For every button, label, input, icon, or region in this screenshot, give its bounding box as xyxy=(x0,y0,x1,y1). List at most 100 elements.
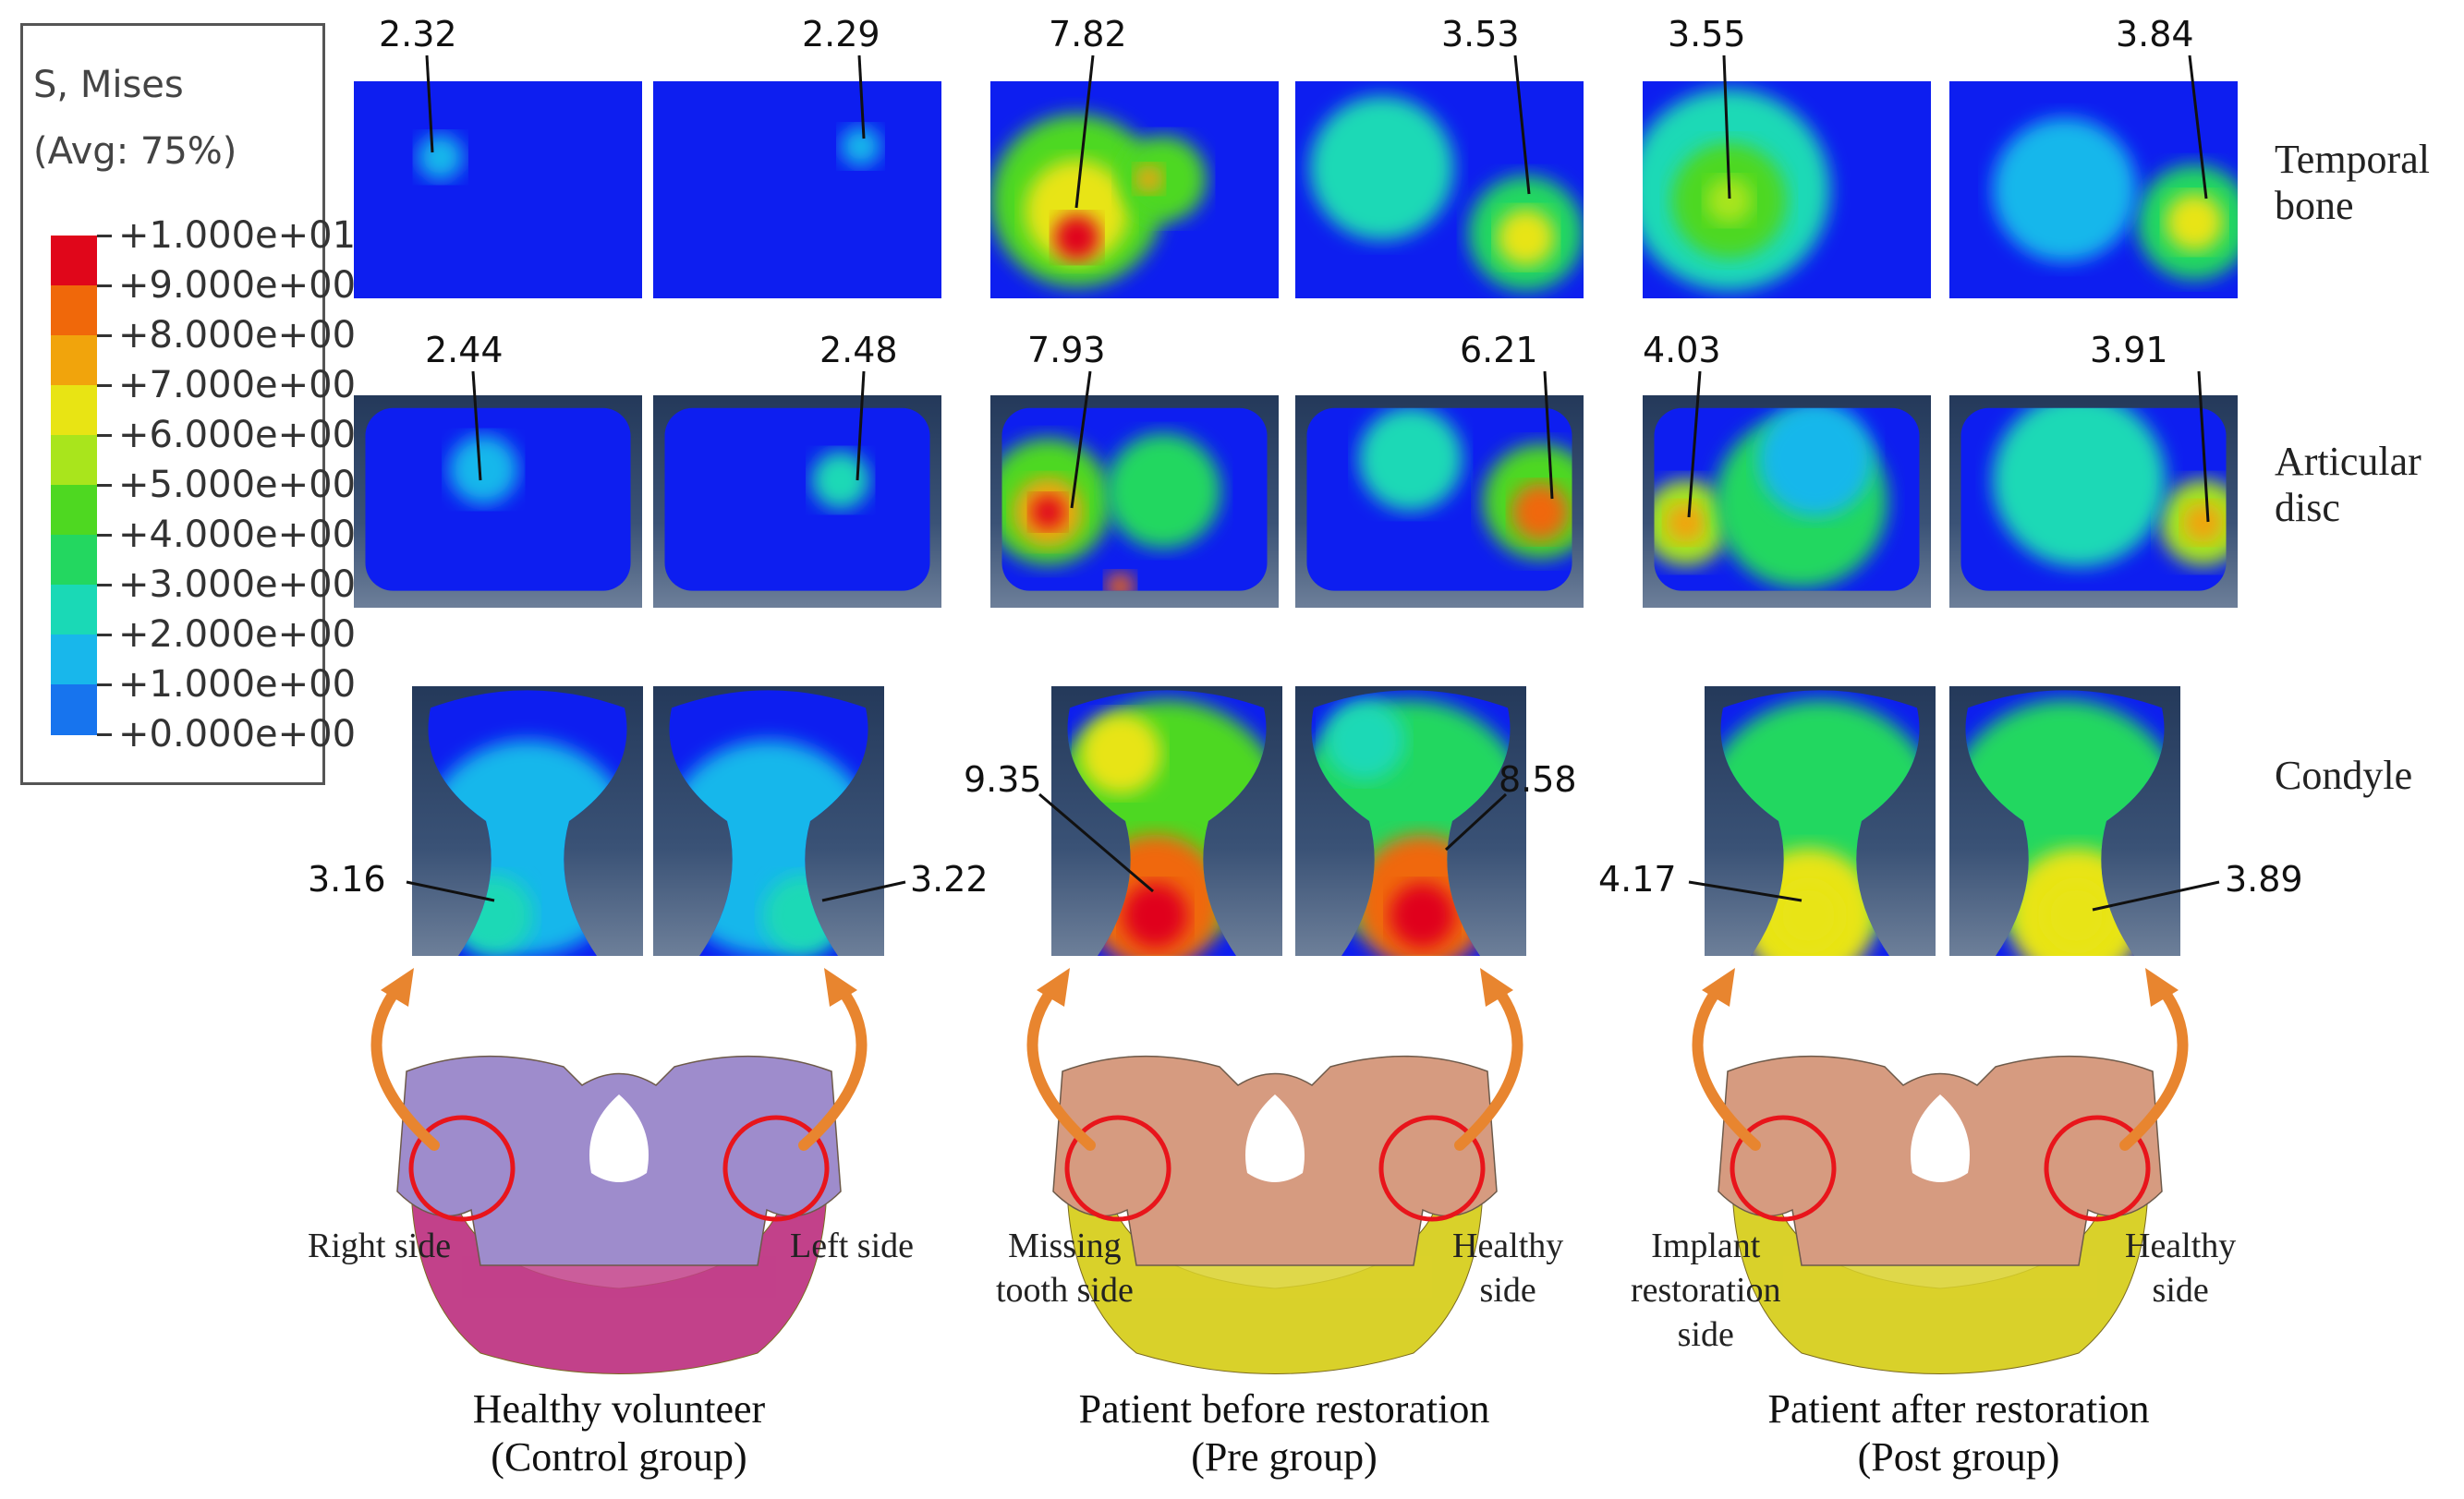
legend-tick xyxy=(97,534,112,537)
arrow-head-right xyxy=(381,968,414,1007)
side-label-missing-tooth: Missing tooth side xyxy=(996,1227,1134,1310)
value-temporal-control-left: 2.29 xyxy=(802,14,880,54)
value-condyle-post-healthy: 3.89 xyxy=(2225,859,2303,900)
leader-line xyxy=(1038,792,1154,893)
legend-tick xyxy=(97,733,112,736)
leader-line xyxy=(1074,54,1095,209)
legend-tick-label: +4.000e+00 xyxy=(118,514,357,556)
legend-swatch xyxy=(51,535,97,586)
value-disc-control-right: 2.44 xyxy=(425,330,504,370)
legend-avg: (Avg: 75%) xyxy=(33,130,237,173)
legend-tick xyxy=(97,284,112,287)
leader-line xyxy=(1543,370,1554,500)
value-condyle-pre-missing: 9.35 xyxy=(964,759,1042,800)
legend-swatch xyxy=(51,635,97,685)
leader-line xyxy=(1444,792,1508,852)
disc-panel xyxy=(354,395,642,608)
legend-tick-label: +1.000e+00 xyxy=(118,663,357,706)
value-temporal-post-healthy: 3.84 xyxy=(2116,14,2194,54)
value-condyle-control-left: 3.22 xyxy=(910,859,989,900)
arrow-curve-right xyxy=(370,983,440,1151)
leader-line xyxy=(2092,880,2220,912)
legend-title: S, Mises xyxy=(33,64,184,106)
arrow-head-right xyxy=(1702,968,1735,1007)
condyle-panel xyxy=(1705,686,1936,956)
temporal-panel xyxy=(990,81,1279,298)
temporal-panel xyxy=(1643,81,1931,298)
nasal-cavity xyxy=(1911,1094,1970,1182)
side-label-left: Left side xyxy=(790,1227,915,1265)
legend-swatch xyxy=(51,435,97,486)
legend-tick xyxy=(97,484,112,487)
tmj-circle-right xyxy=(408,1115,516,1222)
legend-tick-label: +1.000e+01 xyxy=(118,214,357,257)
leader-line xyxy=(2188,54,2208,199)
side-label-implant-restoration: Implant restoration side xyxy=(1631,1227,1781,1354)
leader-line xyxy=(406,880,495,902)
tmj-circle-left xyxy=(2044,1115,2151,1222)
row-label-temporal-bone: Temporal bone xyxy=(2275,137,2430,228)
legend-tick-label: +7.000e+00 xyxy=(118,364,357,406)
legend-tick-label: +0.000e+00 xyxy=(118,713,357,756)
leader-line xyxy=(821,880,906,902)
arrow-curve-right xyxy=(1026,983,1096,1151)
legend-tick xyxy=(97,334,112,337)
tmj-circle-left xyxy=(722,1115,830,1222)
legend-swatch xyxy=(51,236,97,286)
arrow-head-left xyxy=(1480,968,1513,1007)
condyle-panel xyxy=(1949,686,2180,956)
arrow-curve-left xyxy=(1454,983,1523,1151)
leader-line xyxy=(1687,370,1702,518)
leader-line xyxy=(425,54,434,153)
value-disc-post-healthy: 3.91 xyxy=(2090,330,2168,370)
leader-line xyxy=(1722,54,1731,199)
disc-panel xyxy=(1643,395,1931,608)
value-temporal-post-implant: 3.55 xyxy=(1668,14,1746,54)
value-condyle-control-right: 3.16 xyxy=(308,859,386,900)
side-label-pre-healthy: Healthy side xyxy=(1452,1227,1564,1310)
arrow-curve-right xyxy=(1692,983,1761,1151)
temporal-panel xyxy=(1949,81,2238,298)
legend-tick xyxy=(97,584,112,586)
legend-tick xyxy=(97,634,112,636)
value-temporal-pre-healthy: 3.53 xyxy=(1441,14,1520,54)
legend-tick xyxy=(97,384,112,387)
row-label-condyle: Condyle xyxy=(2275,753,2413,798)
disc-panel xyxy=(1949,395,2238,608)
value-condyle-pre-healthy: 8.58 xyxy=(1499,759,1577,800)
arrow-head-left xyxy=(2145,968,2179,1007)
tmj-circle-left xyxy=(1378,1115,1486,1222)
legend-tick-label: +6.000e+00 xyxy=(118,414,357,456)
legend-tick-label: +8.000e+00 xyxy=(118,314,357,357)
nasal-cavity xyxy=(589,1094,649,1182)
temporal-panel xyxy=(653,81,941,298)
legend-swatch xyxy=(51,585,97,635)
caption-control-group: Healthy volunteer (Control group) xyxy=(472,1386,766,1480)
nasal-cavity xyxy=(1245,1094,1305,1182)
disc-panel xyxy=(990,395,1279,608)
leader-line xyxy=(1070,370,1092,509)
leader-line xyxy=(471,370,482,481)
arrow-head-right xyxy=(1037,968,1070,1007)
legend-tick-label: +2.000e+00 xyxy=(118,613,357,656)
leader-line xyxy=(1513,54,1531,195)
legend-swatch xyxy=(51,485,97,536)
legend-swatch xyxy=(51,335,97,386)
value-temporal-pre-missing: 7.82 xyxy=(1049,14,1127,54)
legend-tick-label: +3.000e+00 xyxy=(118,563,357,606)
disc-panel xyxy=(653,395,941,608)
legend-tick-label: +9.000e+00 xyxy=(118,264,357,307)
legend-swatch xyxy=(51,285,97,336)
legend-tick xyxy=(97,683,112,686)
condyle-panel xyxy=(412,686,643,956)
value-disc-pre-healthy: 6.21 xyxy=(1460,330,1538,370)
arrow-curve-left xyxy=(2119,983,2189,1151)
value-disc-post-implant: 4.03 xyxy=(1643,330,1721,370)
condyle-panel xyxy=(1051,686,1282,956)
value-temporal-control-right: 2.32 xyxy=(379,14,457,54)
side-label-post-healthy: Healthy side xyxy=(2125,1227,2237,1310)
value-condyle-post-implant: 4.17 xyxy=(1598,859,1677,900)
temporal-panel xyxy=(1295,81,1584,298)
condyle-panel xyxy=(653,686,884,956)
